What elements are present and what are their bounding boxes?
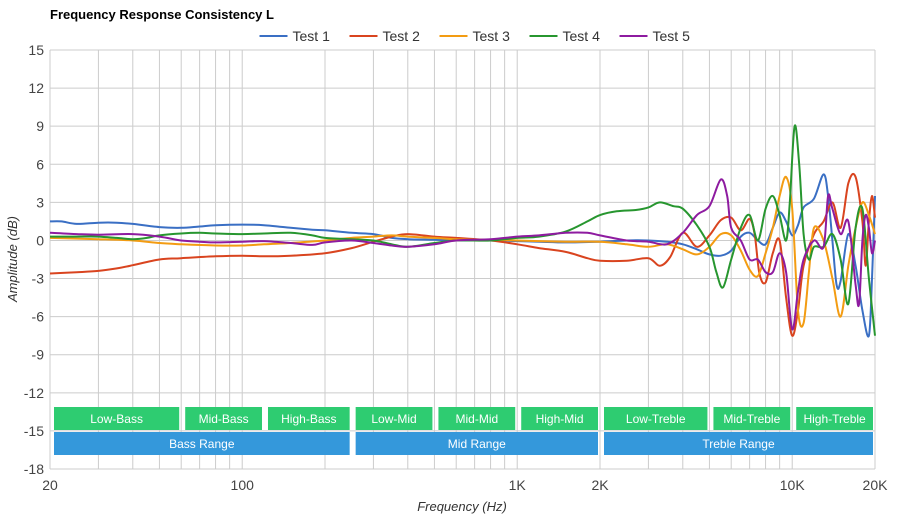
band-top-label: High-Mid: [536, 412, 584, 426]
x-tick-label: 20: [42, 477, 58, 493]
y-tick-label: -3: [32, 271, 45, 287]
band-top: [438, 407, 516, 430]
band-bottom-label: Mid Range: [448, 437, 506, 451]
chart-title: Frequency Response Consistency L: [50, 7, 274, 22]
band-top-label: Mid-Mid: [455, 412, 498, 426]
y-tick-label: 12: [28, 80, 44, 96]
series-line-test-2: [49, 172, 876, 337]
y-tick-label: 15: [28, 42, 44, 58]
band-top-label: Low-Treble: [626, 412, 686, 426]
x-tick-label: 100: [231, 477, 255, 493]
series-line-test-5: [49, 178, 876, 331]
band-bottom: [604, 432, 873, 455]
x-tick-label: 1K: [509, 477, 527, 493]
legend-label-test-4: Test 4: [563, 28, 601, 44]
band-bottom-label: Treble Range: [702, 437, 775, 451]
frequency-bands: Low-Bass Mid-Bass High-Bass Low-Mid Mid-Mid H…: [54, 407, 873, 455]
y-tick-label: -18: [24, 461, 44, 477]
band-top: [713, 407, 791, 430]
series-line-test-4: [49, 124, 876, 336]
legend-label-test-2: Test 2: [383, 28, 421, 44]
band-top: [185, 407, 262, 430]
y-tick-label: 3: [36, 194, 44, 210]
band-top-label: High-Treble: [803, 412, 866, 426]
legend: Test 1 Test 2 Test 3 Test 4 Test 5: [259, 28, 691, 44]
band-top: [796, 407, 873, 430]
band-top-label: Mid-Treble: [723, 412, 780, 426]
band-top-label: Mid-Bass: [199, 412, 249, 426]
band-top-label: Low-Mid: [371, 412, 416, 426]
series-line-test-1: [49, 173, 876, 338]
legend-label-test-3: Test 3: [473, 28, 511, 44]
y-tick-label: 6: [36, 156, 44, 172]
band-bottom: [54, 432, 350, 455]
band-top: [355, 407, 433, 430]
y-tick-label: -9: [32, 347, 45, 363]
x-tick-label: 20K: [863, 477, 889, 493]
y-tick-label: 9: [36, 118, 44, 134]
band-top: [604, 407, 708, 430]
x-axis-label: Frequency (Hz): [417, 499, 507, 514]
x-tick-label: 2K: [591, 477, 609, 493]
series-line-test-3: [49, 175, 876, 328]
band-top: [521, 407, 598, 430]
y-tick-label: -15: [24, 423, 44, 439]
band-bottom-label: Bass Range: [169, 437, 235, 451]
series-lines: [49, 124, 876, 338]
y-axis-label: Amplitude (dB): [5, 216, 20, 303]
x-tick-label: 10K: [780, 477, 806, 493]
y-tick-label: 0: [36, 232, 44, 248]
y-axis-ticks: 15 12 9 6 3 0 -3 -6 -9 -12 -15 -18: [24, 42, 44, 477]
legend-label-test-1: Test 1: [293, 28, 331, 44]
band-top: [267, 407, 350, 430]
band-bottom: [355, 432, 598, 455]
grid: [49, 49, 876, 470]
y-tick-label: -12: [24, 385, 44, 401]
band-top-label: Low-Bass: [90, 412, 143, 426]
legend-label-test-5: Test 5: [653, 28, 691, 44]
band-top-label: High-Bass: [281, 412, 336, 426]
x-axis-ticks: 20 100 1K 2K 10K 20K: [42, 477, 888, 493]
band-top: [54, 407, 180, 430]
y-tick-label: -6: [32, 309, 45, 325]
